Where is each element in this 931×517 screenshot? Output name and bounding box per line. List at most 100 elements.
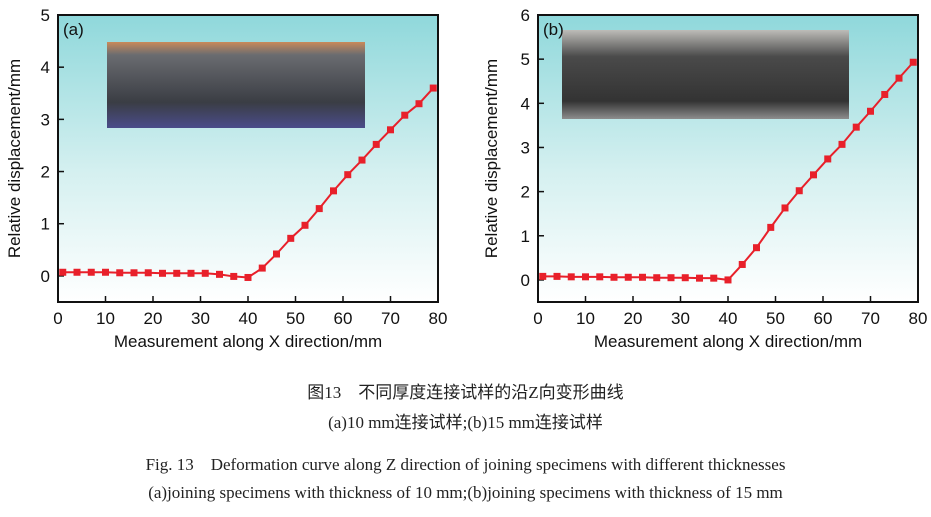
y-tick-label: 5 <box>41 6 50 25</box>
data-point <box>287 234 295 242</box>
data-point <box>216 270 223 278</box>
data-point <box>201 269 209 277</box>
x-tick-label: 60 <box>814 309 833 328</box>
data-point <box>624 273 632 281</box>
data-point <box>358 156 366 164</box>
data-point <box>810 171 817 179</box>
data-point <box>667 274 675 282</box>
data-point <box>639 273 646 281</box>
y-tick-label: 6 <box>521 6 530 25</box>
data-point <box>387 126 394 134</box>
x-tick-label: 80 <box>909 309 928 328</box>
x-axis-label: Measurement along X direction/mm <box>594 332 862 351</box>
data-point <box>187 269 195 277</box>
y-tick-label: 4 <box>521 94 530 113</box>
x-tick-label: 60 <box>334 309 353 328</box>
data-point <box>315 205 323 213</box>
panel-label: (a) <box>63 20 84 39</box>
x-tick-label: 80 <box>429 309 448 328</box>
x-tick-label: 70 <box>381 309 400 328</box>
x-tick-label: 40 <box>239 309 258 328</box>
data-point <box>273 250 280 258</box>
x-tick-label: 30 <box>671 309 690 328</box>
caption-en-sub: (a)joining specimens with thickness of 1… <box>148 483 783 502</box>
data-point <box>330 187 337 195</box>
data-point <box>372 140 380 148</box>
data-point <box>553 272 561 280</box>
data-point <box>838 140 846 148</box>
y-axis-label: Relative displacement/mm <box>482 59 501 258</box>
y-tick-label: 3 <box>521 138 530 157</box>
data-point <box>753 244 760 252</box>
data-point <box>429 84 437 92</box>
caption-en-title: Fig. 13 Deformation curve along Z direct… <box>145 455 786 474</box>
data-point <box>230 272 238 280</box>
y-axis-label: Relative displacement/mm <box>5 59 24 258</box>
data-point <box>781 204 789 212</box>
data-point <box>653 274 661 282</box>
data-point <box>582 273 589 281</box>
y-tick-label: 3 <box>41 110 50 129</box>
data-point <box>610 273 618 281</box>
data-point <box>596 273 604 281</box>
caption-cn-sub: (a)10 mm连接试样;(b)15 mm连接试样 <box>328 413 603 432</box>
data-point <box>681 274 689 282</box>
data-point <box>852 123 860 131</box>
data-point <box>301 221 309 229</box>
x-tick-label: 10 <box>576 309 595 328</box>
data-point <box>102 268 109 276</box>
specimen-photo-inset <box>107 42 365 128</box>
chart-panel-1: (a) 0 10 20 30 40 50 60 70 80 0 1 2 3 4 5 Measurement al… <box>5 6 447 351</box>
chart-panel-2: (b) 0 10 20 30 40 50 60 70 80 0 1 2 3 4 5 6 Measurement a… <box>482 6 927 351</box>
x-tick-label: 0 <box>533 309 542 328</box>
data-point <box>881 90 889 98</box>
caption-cn-title: 图13 不同厚度连接试样的沿Z向变形曲线 <box>307 383 624 402</box>
data-point <box>539 272 547 280</box>
data-point <box>258 264 266 272</box>
data-point <box>895 74 903 82</box>
x-tick-label: 20 <box>144 309 163 328</box>
data-point <box>73 268 81 276</box>
data-point <box>415 100 423 108</box>
x-axis-label: Measurement along X direction/mm <box>114 332 382 351</box>
data-point <box>909 58 917 66</box>
x-tick-label: 50 <box>286 309 305 328</box>
x-tick-label: 50 <box>766 309 785 328</box>
y-tick-label: 2 <box>41 163 50 182</box>
y-tick-label: 0 <box>521 271 530 290</box>
data-point <box>696 274 703 282</box>
x-tick-label: 10 <box>96 309 115 328</box>
data-point <box>344 171 352 179</box>
data-point <box>244 273 252 281</box>
y-tick-label: 1 <box>521 227 530 246</box>
y-tick-label: 5 <box>521 50 530 69</box>
data-point <box>159 269 166 277</box>
data-point <box>710 274 718 282</box>
data-point <box>738 260 746 268</box>
data-point <box>116 269 124 277</box>
y-tick-label: 0 <box>41 267 50 286</box>
data-point <box>567 273 575 281</box>
data-point <box>130 269 138 277</box>
data-point <box>87 268 95 276</box>
x-tick-label: 20 <box>624 309 643 328</box>
data-point <box>59 268 67 276</box>
data-point <box>144 269 152 277</box>
data-point <box>767 223 775 231</box>
plot-frame <box>537 14 919 303</box>
x-tick-label: 70 <box>861 309 880 328</box>
plot-frame <box>57 14 439 303</box>
y-tick-label: 1 <box>41 215 50 234</box>
specimen-photo-inset <box>562 30 849 119</box>
x-tick-label: 30 <box>191 309 210 328</box>
data-point <box>173 269 181 277</box>
data-point <box>795 187 803 195</box>
data-point <box>401 111 409 119</box>
y-tick-label: 2 <box>521 183 530 202</box>
data-point <box>724 276 732 284</box>
panel-label: (b) <box>543 20 564 39</box>
data-point <box>867 107 874 115</box>
x-tick-label: 40 <box>719 309 738 328</box>
x-tick-label: 0 <box>53 309 62 328</box>
